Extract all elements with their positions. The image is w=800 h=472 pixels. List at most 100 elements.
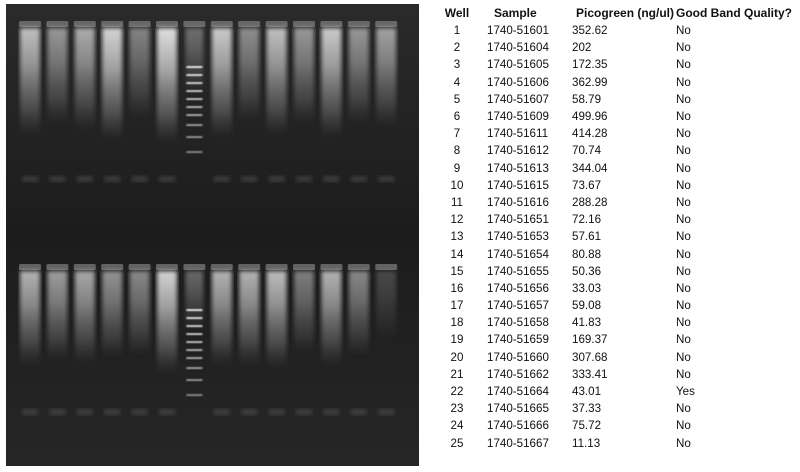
cell-picogreen: 58.79 xyxy=(572,92,602,106)
table-header-row: Well Sample Picogreen (ng/ul) Good Band … xyxy=(437,4,796,22)
cell-sample: 1740-51613 xyxy=(487,161,549,175)
cell-band-quality: No xyxy=(676,402,691,416)
top-row-well xyxy=(347,21,370,27)
cell-band-quality: No xyxy=(676,24,691,38)
top-row-lane-dimer xyxy=(104,176,121,182)
bottom-row-well xyxy=(73,264,96,270)
top-row-lane-smear xyxy=(74,28,95,130)
bottom-row-lane-dimer xyxy=(241,409,258,415)
cell-well: 15 xyxy=(450,264,464,278)
cell-sample: 1740-51660 xyxy=(487,350,549,364)
bottom-row-lane-smear xyxy=(129,271,150,356)
cell-picogreen: 72.16 xyxy=(572,213,602,227)
table-row: 1 1740-51601 352.62 No xyxy=(437,22,796,39)
top-row-lane-dimer xyxy=(159,176,175,182)
top-row-well xyxy=(156,21,178,27)
cell-picogreen: 288.28 xyxy=(572,195,608,209)
cell-picogreen: 50.36 xyxy=(572,264,602,278)
cell-picogreen: 57.61 xyxy=(572,230,602,244)
cell-sample: 1740-51656 xyxy=(487,281,549,295)
cell-well: 22 xyxy=(450,385,464,399)
cell-picogreen: 172.35 xyxy=(572,58,608,72)
bottom-row-well xyxy=(183,264,206,270)
cell-picogreen: 499.96 xyxy=(572,110,608,124)
top-row-lane-dimer xyxy=(350,176,367,182)
ladder-band xyxy=(186,341,203,344)
cell-band-quality: No xyxy=(676,367,691,381)
cell-sample: 1740-51601 xyxy=(487,24,549,38)
bottom-row-lane-smear xyxy=(321,271,342,366)
top-row-lane-smear xyxy=(376,28,397,127)
cell-band-quality: No xyxy=(676,436,691,450)
cell-sample: 1740-51604 xyxy=(487,41,549,55)
cell-well: 3 xyxy=(453,58,461,72)
cell-band-quality: No xyxy=(676,178,691,192)
top-row-lane-dimer xyxy=(241,176,258,182)
bottom-row-well xyxy=(375,264,398,270)
bottom-row-lane-dimer xyxy=(22,409,38,415)
cell-sample: 1740-51666 xyxy=(487,419,549,433)
cell-band-quality: No xyxy=(676,230,691,244)
table-row: 17 1740-51657 59.08 No xyxy=(437,297,796,314)
bottom-row-well xyxy=(156,264,178,270)
gel-electrophoresis-image xyxy=(6,4,419,466)
top-row-lane-smear xyxy=(157,28,177,144)
table-row: 18 1740-51658 41.83 No xyxy=(437,314,796,331)
cell-sample: 1740-51651 xyxy=(487,213,549,227)
ladder-band xyxy=(186,136,203,139)
bottom-row-lane-dimer xyxy=(268,409,285,415)
bottom-row-lane-dimer xyxy=(49,409,66,415)
bottom-row-well xyxy=(128,264,151,270)
cell-picogreen: 37.33 xyxy=(572,402,602,416)
table-row: 25 1740-51667 11.13 No xyxy=(437,435,796,452)
cell-sample: 1740-51607 xyxy=(487,92,549,106)
cell-band-quality: No xyxy=(676,419,691,433)
cell-well: 5 xyxy=(453,92,461,106)
top-row-well xyxy=(19,21,41,27)
cell-picogreen: 333.41 xyxy=(572,367,608,381)
table-row: 19 1740-51659 169.37 No xyxy=(437,331,796,348)
bottom-row-lane-smear xyxy=(211,271,232,366)
table-row: 10 1740-51615 73.67 No xyxy=(437,177,796,194)
bottom-row-lane-smear xyxy=(157,271,177,374)
cell-sample: 1740-51654 xyxy=(487,247,549,261)
top-row-lane-dimer xyxy=(378,176,395,182)
ladder-lane xyxy=(185,271,204,331)
header-well: Well xyxy=(444,6,470,20)
top-row-lane-smear xyxy=(266,28,287,136)
top-row-lane-smear xyxy=(294,28,314,125)
bottom-row-lane-smear xyxy=(47,271,68,361)
cell-band-quality: Yes xyxy=(676,385,695,399)
table-row: 14 1740-51654 80.88 No xyxy=(437,245,796,262)
bottom-row-lane-smear xyxy=(74,271,95,364)
cell-well: 12 xyxy=(450,213,464,227)
table-row: 22 1740-51664 43.01 Yes xyxy=(437,383,796,400)
cell-picogreen: 80.88 xyxy=(572,247,602,261)
cell-well: 1 xyxy=(453,24,461,38)
cell-sample: 1740-51655 xyxy=(487,264,549,278)
top-row-well xyxy=(46,21,69,27)
cell-picogreen: 75.72 xyxy=(572,419,602,433)
cell-band-quality: No xyxy=(676,195,691,209)
cell-well: 7 xyxy=(453,127,461,141)
cell-band-quality: No xyxy=(676,213,691,227)
cell-band-quality: No xyxy=(676,281,691,295)
bottom-row-lane-smear xyxy=(239,271,260,366)
table-row: 9 1740-51613 344.04 No xyxy=(437,160,796,177)
top-row-lane-smear xyxy=(348,28,369,125)
table-row: 16 1740-51656 33.03 No xyxy=(437,280,796,297)
cell-band-quality: No xyxy=(676,161,691,175)
cell-sample: 1740-51659 xyxy=(487,333,549,347)
top-row-well xyxy=(375,21,398,27)
cell-well: 2 xyxy=(453,41,461,55)
top-row-lane-smear xyxy=(129,28,150,119)
bottom-row-well xyxy=(347,264,370,270)
cell-sample: 1740-51615 xyxy=(487,178,549,192)
ladder-band xyxy=(186,114,203,117)
top-row-lane-smear xyxy=(211,28,232,138)
cell-well: 11 xyxy=(450,195,464,209)
ladder-band xyxy=(186,98,203,101)
cell-band-quality: No xyxy=(676,58,691,72)
cell-picogreen: 11.13 xyxy=(572,436,601,450)
sample-table: Well Sample Picogreen (ng/ul) Good Band … xyxy=(437,4,796,452)
